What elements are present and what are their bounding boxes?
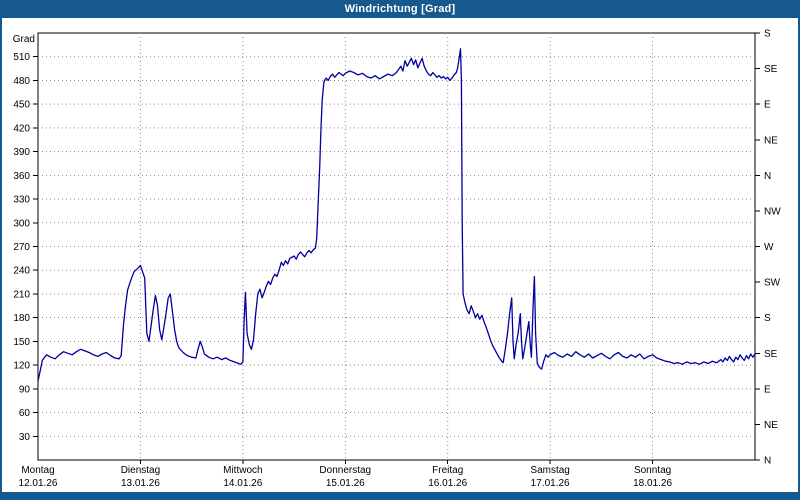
y-tick-label: 360 xyxy=(13,171,30,182)
date-label: 17.01.26 xyxy=(531,478,570,489)
compass-label: SE xyxy=(764,349,778,360)
date-label: 18.01.26 xyxy=(633,478,672,489)
date-label: 13.01.26 xyxy=(121,478,160,489)
y-tick-label: 330 xyxy=(13,195,30,206)
compass-label: NW xyxy=(764,206,781,217)
wind-direction-line xyxy=(37,48,756,382)
compass-label: NE xyxy=(764,420,778,431)
y-tick-label: 300 xyxy=(13,218,30,229)
y-tick-label: 390 xyxy=(13,147,30,158)
compass-label: S xyxy=(764,313,771,324)
compass-label: N xyxy=(764,171,771,182)
compass-label: E xyxy=(764,384,771,395)
y-tick-label: 510 xyxy=(13,52,30,63)
date-label: 12.01.26 xyxy=(19,478,58,489)
compass-label: E xyxy=(764,100,771,111)
compass-label: W xyxy=(764,242,774,253)
window-title: Windrichtung [Grad] xyxy=(344,3,456,15)
y-tick-label: 480 xyxy=(13,76,30,87)
y-tick-label: 150 xyxy=(13,337,30,348)
day-label: Freitag xyxy=(432,465,463,476)
y-tick-label: 60 xyxy=(19,408,31,419)
day-label: Sonntag xyxy=(634,465,671,476)
compass-label: NE xyxy=(764,135,778,146)
plot-area xyxy=(37,32,756,461)
y-tick-label: 120 xyxy=(13,361,30,372)
y-tick-label: 30 xyxy=(19,432,31,443)
y-tick-label: 90 xyxy=(19,384,31,395)
day-label: Samstag xyxy=(530,465,569,476)
date-label: 14.01.26 xyxy=(223,478,262,489)
y-tick-label: 420 xyxy=(13,123,30,134)
day-label: Donnerstag xyxy=(319,465,371,476)
y-tick-label: 210 xyxy=(13,289,30,300)
y-tick-label: 450 xyxy=(13,100,30,111)
date-label: 15.01.26 xyxy=(326,478,365,489)
day-label: Mittwoch xyxy=(223,465,262,476)
compass-label: S xyxy=(764,29,771,40)
day-label: Dienstag xyxy=(121,465,160,476)
y-tick-label: 180 xyxy=(13,313,30,324)
compass-label: N xyxy=(764,456,771,467)
compass-label: SW xyxy=(764,278,781,289)
day-label: Montag xyxy=(21,465,54,476)
wind-direction-chart: 30 60 90 120 150 180 210 240 270 300 330 360 390 420 4… xyxy=(13,29,781,490)
y-axis-unit-label: Grad xyxy=(13,34,35,45)
title-bar: Windrichtung [Grad] xyxy=(2,2,798,18)
compass-label: SE xyxy=(764,64,778,75)
chart-area: 30 60 90 120 150 180 210 240 270 300 330 360 390 420 4… xyxy=(2,18,798,492)
date-label: 16.01.26 xyxy=(428,478,467,489)
y-tick-label: 270 xyxy=(13,242,30,253)
y-tick-label: 240 xyxy=(13,266,30,277)
